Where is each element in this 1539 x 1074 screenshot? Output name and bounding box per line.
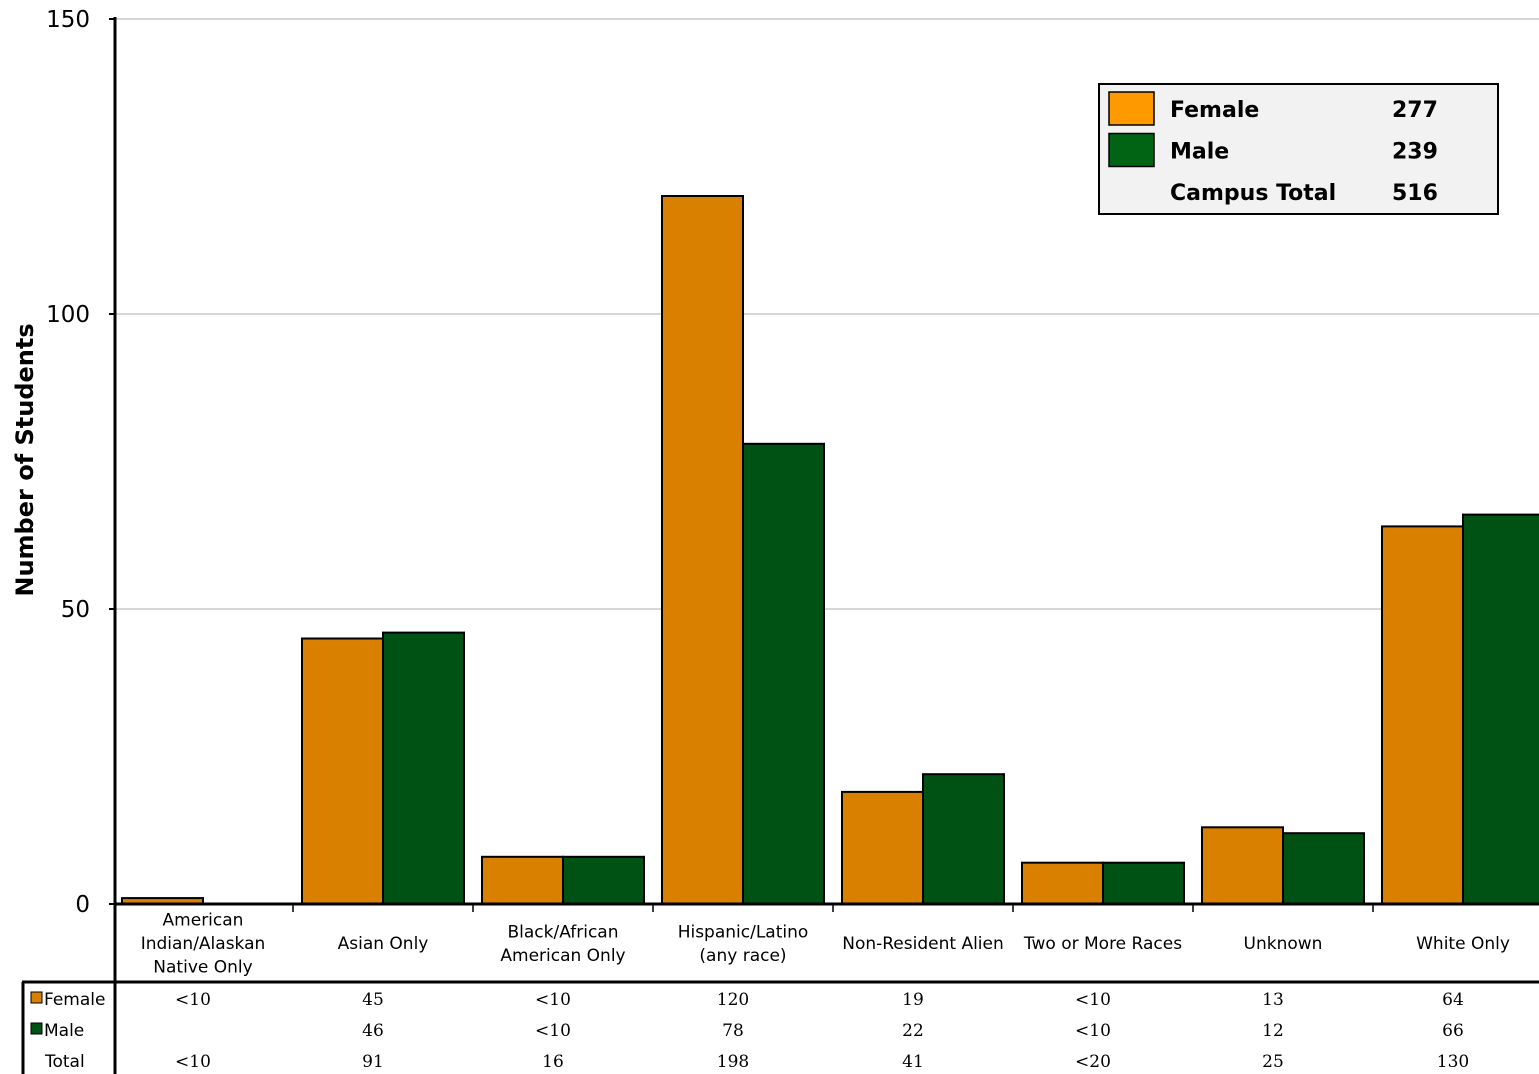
y-tick-label-1: 50 bbox=[61, 597, 90, 623]
x-tick-label-4: Non-Resident Alien bbox=[842, 934, 1004, 954]
table-cell-female-0: <10 bbox=[175, 990, 211, 1010]
table-cell-total-6: 25 bbox=[1262, 1052, 1284, 1072]
table-row-label-total: Total bbox=[44, 1052, 85, 1072]
table-cell-total-3: 198 bbox=[717, 1052, 749, 1072]
table-row-label-male: Male bbox=[44, 1021, 84, 1041]
table-cell-male-3: 78 bbox=[722, 1021, 744, 1041]
table-cell-male-5: <10 bbox=[1075, 1021, 1111, 1041]
x-tick-label-7: White Only bbox=[1416, 934, 1510, 954]
table-row-label-female: Female bbox=[44, 990, 105, 1010]
bar-male-6 bbox=[1282, 832, 1365, 906]
table-cell-female-7: 64 bbox=[1442, 990, 1464, 1010]
legend-swatch-male bbox=[1108, 132, 1155, 168]
legend-label-1: Male bbox=[1170, 140, 1229, 165]
y-tick-label-0: 0 bbox=[75, 892, 90, 918]
table-cell-female-5: <10 bbox=[1075, 990, 1111, 1010]
x-tick-label-3: Hispanic/Latino (any race) bbox=[678, 922, 809, 966]
x-tick-label-1: Asian Only bbox=[338, 934, 429, 954]
table-cell-total-0: <10 bbox=[175, 1052, 211, 1072]
axes bbox=[109, 17, 1539, 1074]
legend-box bbox=[1098, 83, 1499, 215]
x-tick-label-0: American Indian/Alaskan Native Only bbox=[141, 911, 266, 978]
bar-male-1 bbox=[382, 631, 465, 905]
table-cell-female-2: <10 bbox=[535, 990, 571, 1010]
bar-female-1 bbox=[301, 637, 384, 905]
table-swatch-male bbox=[30, 1022, 43, 1035]
legend-swatch-female bbox=[1108, 91, 1155, 126]
table-cell-male-1: 46 bbox=[362, 1021, 384, 1041]
data-table: Female <10 45 <10 120 19 <10 13 64 Male 46 <10 78 22 <… bbox=[21, 980, 1539, 1074]
y-tick-label-2: 100 bbox=[46, 302, 90, 328]
bar-male-2 bbox=[562, 855, 645, 905]
table-cell-total-7: 130 bbox=[1437, 1052, 1469, 1072]
legend-label-0: Female bbox=[1170, 98, 1259, 123]
table-cell-female-4: 19 bbox=[902, 990, 924, 1010]
legend-value-2: 516 bbox=[1392, 181, 1438, 206]
table-cell-total-5: <20 bbox=[1075, 1052, 1111, 1072]
legend-value-0: 277 bbox=[1392, 98, 1438, 123]
legend: Female 277 Male 239 Campus Total 516 bbox=[1098, 83, 1499, 215]
x-tick-label-2: Black/African American Only bbox=[500, 922, 625, 966]
bar-female-2 bbox=[481, 855, 564, 905]
table-cell-male-2: <10 bbox=[535, 1021, 571, 1041]
bar-female-7 bbox=[1381, 525, 1464, 906]
table-cell-female-3: 120 bbox=[717, 990, 749, 1010]
table-cell-total-4: 41 bbox=[902, 1052, 924, 1072]
y-axis-label: Number of Students bbox=[11, 323, 39, 596]
bar-male-5 bbox=[1102, 861, 1185, 906]
legend-label-2: Campus Total bbox=[1170, 181, 1336, 206]
table-cell-female-6: 13 bbox=[1262, 990, 1284, 1010]
category-labels: American Indian/Alaskan Native Only Asian O… bbox=[141, 911, 1510, 978]
bar-female-6 bbox=[1201, 826, 1284, 905]
bars bbox=[121, 195, 1539, 906]
table-cell-female-1: 45 bbox=[362, 990, 384, 1010]
x-tick-label-6: Unknown bbox=[1244, 934, 1323, 954]
bar-female-4 bbox=[841, 790, 924, 906]
gridlines bbox=[115, 18, 1539, 610]
bar-female-3 bbox=[661, 195, 744, 905]
bar-male-7 bbox=[1462, 513, 1539, 905]
table-cell-male-4: 22 bbox=[902, 1021, 924, 1041]
table-cell-total-2: 16 bbox=[542, 1052, 564, 1072]
bar-male-3 bbox=[742, 442, 825, 905]
table-cell-total-1: 91 bbox=[362, 1052, 384, 1072]
x-tick-label-5: Two or More Races bbox=[1023, 934, 1182, 954]
table-cell-male-7: 66 bbox=[1442, 1021, 1464, 1041]
bar-female-5 bbox=[1021, 861, 1104, 906]
bar-male-4 bbox=[922, 773, 1005, 906]
table-cell-male-6: 12 bbox=[1262, 1021, 1284, 1041]
y-tick-label-3: 150 bbox=[46, 7, 90, 33]
legend-value-1: 239 bbox=[1392, 140, 1438, 165]
y-tick-labels: 0 50 100 150 bbox=[46, 7, 90, 918]
table-swatch-female bbox=[30, 991, 43, 1004]
